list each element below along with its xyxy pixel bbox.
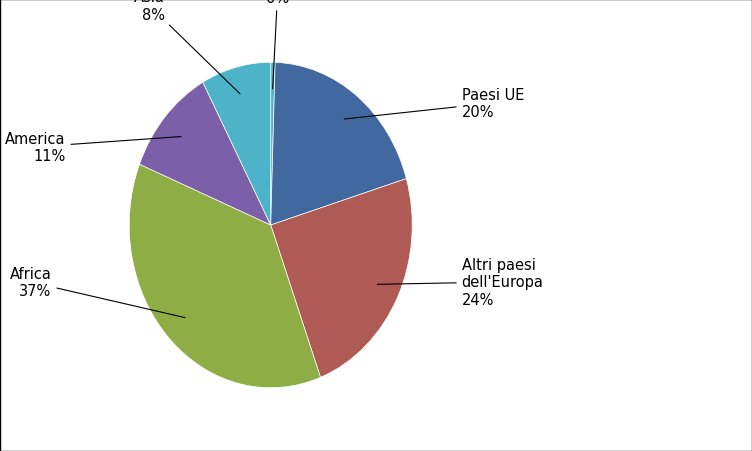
Wedge shape xyxy=(203,63,271,226)
Text: Africa
37%: Africa 37% xyxy=(10,266,185,318)
Text: America
11%: America 11% xyxy=(5,131,181,164)
Text: Paesi UE
20%: Paesi UE 20% xyxy=(344,87,524,120)
Wedge shape xyxy=(271,63,406,226)
Wedge shape xyxy=(139,83,271,226)
Text: Altri paesi
dell'Europa
24%: Altri paesi dell'Europa 24% xyxy=(378,258,544,307)
Text: Asia
8%: Asia 8% xyxy=(134,0,240,95)
Wedge shape xyxy=(129,165,320,388)
Wedge shape xyxy=(271,63,275,226)
Text: Oceania
0%: Oceania 0% xyxy=(247,0,308,90)
Wedge shape xyxy=(271,179,412,377)
